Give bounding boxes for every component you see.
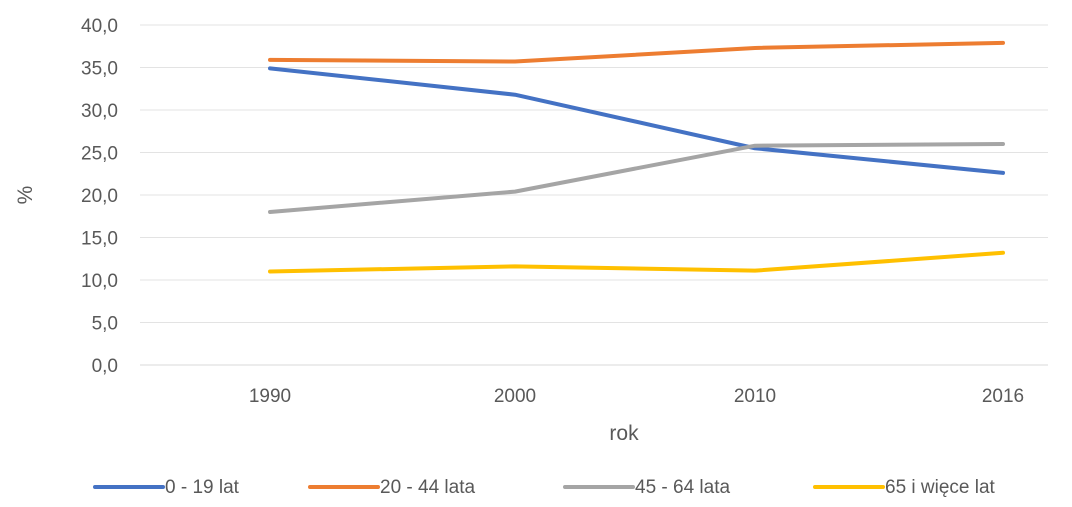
y-axis-title: % xyxy=(14,186,37,205)
y-tick-label: 15,0 xyxy=(81,229,118,250)
x-tick-label: 2016 xyxy=(982,386,1024,407)
series-line-4 xyxy=(268,250,1005,274)
legend-label: 45 - 64 lata xyxy=(635,477,730,498)
y-tick-label: 5,0 xyxy=(92,314,118,335)
y-tick-label: 10,0 xyxy=(81,271,118,292)
legend-item: 0 - 19 lat xyxy=(93,477,240,498)
legend-label: 65 i więce lat xyxy=(885,477,996,498)
legend-item: 45 - 64 lata xyxy=(563,477,730,498)
y-axis-ticks: 0,0 5,0 10,0 15,0 20,0 25,0 30,0 35,0 40,0 xyxy=(81,16,118,377)
y-tick-label: 25,0 xyxy=(81,144,118,165)
x-tick-label: 2010 xyxy=(734,386,776,407)
y-tick-label: 0,0 xyxy=(92,356,118,377)
legend-item: 65 i więce lat xyxy=(813,477,996,498)
x-tick-label: 1990 xyxy=(249,386,291,407)
legend-label: 20 - 44 lata xyxy=(380,477,475,498)
y-tick-label: 35,0 xyxy=(81,59,118,80)
legend: 0 - 19 lat 20 - 44 lata 45 - 64 lata 65 i w… xyxy=(93,477,996,498)
y-tick-label: 40,0 xyxy=(81,16,118,37)
gridlines xyxy=(140,24,1048,366)
legend-item: 20 - 44 lata xyxy=(308,477,475,498)
x-axis-title: rok xyxy=(609,422,639,445)
x-tick-label: 2000 xyxy=(494,386,536,407)
series-line-2 xyxy=(268,40,1005,64)
legend-label: 0 - 19 lat xyxy=(165,477,240,498)
series-line-1 xyxy=(268,66,1005,175)
y-tick-label: 30,0 xyxy=(81,101,118,122)
series-lines xyxy=(268,40,1005,274)
y-tick-label: 20,0 xyxy=(81,186,118,207)
x-axis-ticks: 1990 2000 2010 2016 xyxy=(249,386,1024,407)
series-line-3 xyxy=(268,142,1005,214)
